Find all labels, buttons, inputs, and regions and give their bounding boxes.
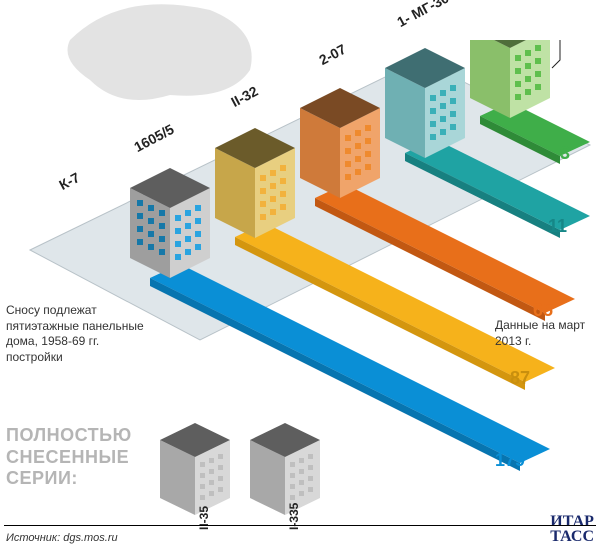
building-k7	[130, 168, 210, 278]
value-1: 87	[510, 368, 530, 389]
value-3: 11	[548, 216, 567, 237]
demolished-title-line-2: СЕРИИ:	[6, 468, 78, 488]
infographic-stage: К-7 1605/5 II-32 2-07 1- МГ-300 3 11 65 …	[0, 0, 600, 550]
demolished-buildings	[140, 410, 360, 530]
source-text: Источник: dgs.mos.ru	[6, 532, 118, 544]
demolished-label-0: II-35	[197, 506, 211, 530]
agency-line2: ТАСС	[550, 528, 594, 545]
footer-divider	[4, 525, 596, 526]
demolished-title-line-1: СНЕСЕННЫЕ	[6, 447, 129, 467]
note-right: Данные на март 2013 г.	[495, 318, 595, 349]
building-1605-5	[215, 128, 295, 238]
demolished-title: ПОЛНОСТЬЮ СНЕСЕННЫЕ СЕРИИ:	[6, 425, 132, 490]
note-left: Сносу подлежат пятиэтажные панельные дом…	[6, 303, 146, 365]
value-4: 3	[560, 143, 570, 164]
agency-logo: ИТАР ТАСС	[550, 514, 594, 544]
building-207	[385, 48, 465, 158]
building-ii32	[300, 88, 380, 198]
demolished-title-line-0: ПОЛНОСТЬЮ	[6, 425, 132, 445]
value-0: 179	[495, 450, 525, 471]
